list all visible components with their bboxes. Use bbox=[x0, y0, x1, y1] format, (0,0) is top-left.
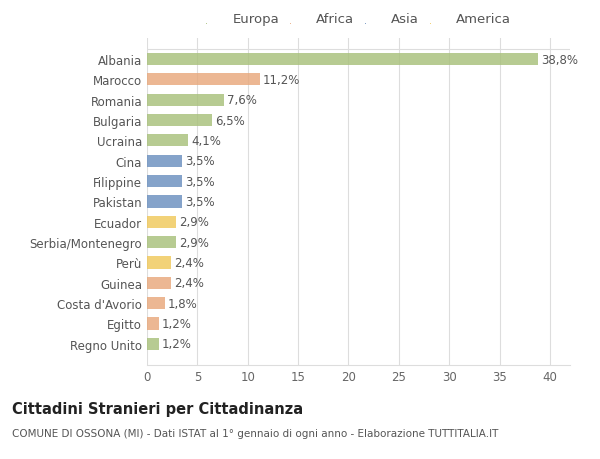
Legend: Europa, Africa, Asia, America: Europa, Africa, Asia, America bbox=[206, 13, 511, 27]
Text: 4,1%: 4,1% bbox=[191, 134, 221, 148]
Text: Cittadini Stranieri per Cittadinanza: Cittadini Stranieri per Cittadinanza bbox=[12, 402, 303, 417]
Text: 3,5%: 3,5% bbox=[185, 196, 215, 208]
Bar bbox=[147, 236, 176, 249]
Bar bbox=[147, 74, 260, 86]
Text: 3,5%: 3,5% bbox=[185, 175, 215, 188]
Text: 38,8%: 38,8% bbox=[541, 53, 578, 67]
Text: 2,4%: 2,4% bbox=[174, 256, 204, 269]
Bar bbox=[147, 318, 159, 330]
Text: 1,8%: 1,8% bbox=[168, 297, 198, 310]
Bar bbox=[147, 216, 176, 228]
Text: 3,5%: 3,5% bbox=[185, 155, 215, 168]
Text: 2,9%: 2,9% bbox=[179, 236, 209, 249]
Bar bbox=[147, 115, 212, 127]
Text: 11,2%: 11,2% bbox=[263, 74, 300, 87]
Bar bbox=[147, 196, 182, 208]
Bar bbox=[147, 135, 188, 147]
Bar bbox=[147, 297, 165, 309]
Bar bbox=[147, 155, 182, 168]
Bar bbox=[147, 338, 159, 350]
Text: 2,9%: 2,9% bbox=[179, 216, 209, 229]
Bar bbox=[147, 95, 224, 106]
Bar bbox=[147, 176, 182, 188]
Bar bbox=[147, 277, 171, 289]
Text: 6,5%: 6,5% bbox=[215, 114, 245, 127]
Text: 2,4%: 2,4% bbox=[174, 277, 204, 290]
Text: 1,2%: 1,2% bbox=[162, 337, 192, 351]
Bar bbox=[147, 54, 538, 66]
Text: 1,2%: 1,2% bbox=[162, 317, 192, 330]
Text: COMUNE DI OSSONA (MI) - Dati ISTAT al 1° gennaio di ogni anno - Elaborazione TUT: COMUNE DI OSSONA (MI) - Dati ISTAT al 1°… bbox=[12, 428, 499, 438]
Text: 7,6%: 7,6% bbox=[227, 94, 256, 107]
Bar bbox=[147, 257, 171, 269]
